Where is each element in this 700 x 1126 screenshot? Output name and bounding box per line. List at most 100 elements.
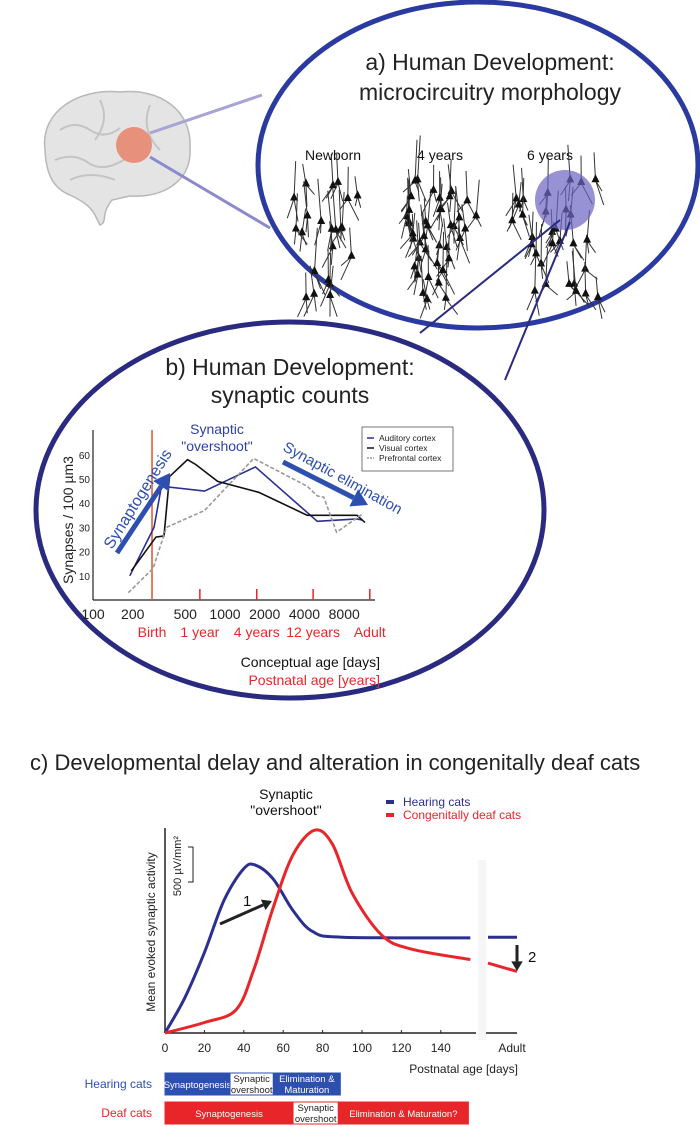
neuron-soma [325, 278, 334, 287]
phase-label: Synaptic [233, 1074, 270, 1085]
neuron-soma [353, 190, 362, 199]
neuron-soma [455, 212, 464, 221]
neuron-soma [407, 191, 416, 200]
legend-label: Congenitally deaf cats [403, 808, 521, 822]
x-tick-label: 140 [431, 1041, 451, 1055]
neuron-soma [423, 220, 432, 229]
arrow-1-head [260, 899, 272, 911]
neuron-soma [405, 204, 414, 213]
x-tick-label: 8000 [329, 606, 360, 622]
x-tick-label: 500 [174, 606, 198, 622]
panel-c-title: c) Developmental delay and alteration in… [30, 750, 640, 775]
phase-label: Elimination & Maturation? [349, 1109, 457, 1120]
phase-label: overshoot [231, 1085, 273, 1096]
series-line-visual-cortex [130, 458, 366, 572]
neuron-soma [570, 278, 579, 287]
axis-break-band [478, 860, 486, 1040]
legend-label: Auditory cortex [379, 433, 436, 443]
neuron-soma [329, 180, 338, 189]
neuron-soma [310, 288, 319, 297]
x-axis-label: Postnatal age [days] [409, 1062, 518, 1076]
x-tick-label: 100 [352, 1041, 372, 1055]
brain-illustration [43, 90, 191, 226]
phase-label: Elimination & [279, 1074, 335, 1085]
y-axis-label: Synapses / 100 µm3 [60, 456, 76, 584]
neuron-soma [565, 278, 574, 287]
scale-bar [188, 846, 194, 883]
connector-line [419, 219, 561, 334]
y-tick-label: 60 [79, 451, 91, 462]
x-tick-label: 80 [316, 1041, 330, 1055]
panel-b-ellipse [33, 319, 547, 701]
neuron-soma [429, 184, 438, 193]
legend-swatch [386, 800, 394, 804]
postnatal-age-label: Postnatal age [years] [248, 672, 380, 688]
overshoot-label-1: Synaptic [190, 421, 244, 437]
neuron-soma [343, 192, 352, 201]
neuron-soma [317, 216, 326, 225]
neuron-soma [326, 290, 335, 299]
phase-segment [337, 1101, 469, 1125]
x-tick-label: 120 [391, 1041, 411, 1055]
y-tick-label: 30 [79, 523, 91, 534]
neuron-soma [512, 193, 521, 202]
neuron-soma [569, 238, 578, 247]
arrow-2-label: 2 [528, 949, 536, 966]
label-6-years: 6 years [527, 147, 573, 163]
legend-box [361, 426, 454, 472]
phase-label: Synaptogenesis [195, 1109, 263, 1120]
neuron-soma [298, 227, 307, 236]
chart-c: 0 20 40 60 80 100 120 140 Adult Postnatal age [da… [144, 795, 526, 1076]
neuron-soma [410, 261, 419, 270]
arrow-2-head [511, 961, 523, 971]
neuron-dendrite [332, 188, 347, 249]
postnatal-tick-label: 4 years [234, 624, 280, 640]
neuron-soma [424, 272, 433, 281]
x-tick-label: 0 [162, 1041, 169, 1055]
neuron-soma [290, 192, 299, 201]
phase-segment [272, 1072, 341, 1096]
neuron-soma [455, 233, 464, 242]
neuron-soma [408, 228, 417, 237]
synaptogenesis-arrow-shaft [114, 484, 164, 555]
x-tick-label: 200 [121, 606, 145, 622]
neuron-soma [411, 175, 420, 184]
arrow-1-label: 1 [243, 893, 251, 910]
legend-swatch [386, 813, 394, 817]
phase-label: overshoot [295, 1114, 337, 1125]
neuron-soma [420, 230, 429, 239]
neuron-soma [537, 258, 546, 267]
y-tick-label: 20 [79, 548, 91, 559]
neuron-soma [334, 176, 343, 185]
x-tick-label: 2000 [249, 606, 280, 622]
legend-label: Hearing cats [403, 795, 470, 809]
neuron-soma [303, 210, 312, 219]
neuron-soma [310, 265, 319, 274]
x-tick-label: 4000 [289, 606, 320, 622]
magnified-region [535, 170, 595, 230]
elimination-arrow-shaft [281, 459, 355, 501]
neuron-soma [302, 292, 311, 301]
series-line-auditory-cortex [129, 465, 363, 577]
y-tick-label: 40 [79, 499, 91, 510]
x-tick-label: 20 [198, 1041, 212, 1055]
neuron-soma [593, 292, 602, 301]
x-tick-label: 60 [277, 1041, 291, 1055]
neuron-soma [404, 216, 413, 225]
x-tick-label: 1000 [209, 606, 240, 622]
scale-bar-label: 500 µV/mm² [172, 836, 184, 896]
phase-bars: Hearing cats SynaptogenesisSynapticoversh… [85, 1072, 469, 1125]
bar-row-label: Hearing cats [85, 1077, 152, 1091]
neuron-soma [518, 209, 527, 218]
phase-label: Maturation [284, 1085, 329, 1096]
label-4-years: 4 years [417, 147, 463, 163]
y-axis-label: Mean evoked synaptic activity [144, 852, 158, 1011]
connector-line [149, 93, 263, 135]
neuron-soma [409, 233, 418, 242]
neuron-dendrite [303, 181, 309, 238]
neuron-soma [444, 253, 453, 262]
neuron-soma [463, 195, 472, 204]
neuron-soma [438, 265, 447, 274]
y-tick-label: 50 [79, 475, 91, 486]
neuron-soma [291, 223, 300, 232]
